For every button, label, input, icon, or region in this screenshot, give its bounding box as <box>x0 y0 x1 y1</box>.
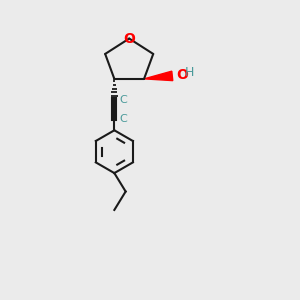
Polygon shape <box>144 71 173 81</box>
Text: C: C <box>120 95 128 105</box>
Text: C: C <box>120 114 128 124</box>
Text: O: O <box>176 68 188 82</box>
Text: H: H <box>185 65 194 79</box>
Text: O: O <box>123 32 135 46</box>
